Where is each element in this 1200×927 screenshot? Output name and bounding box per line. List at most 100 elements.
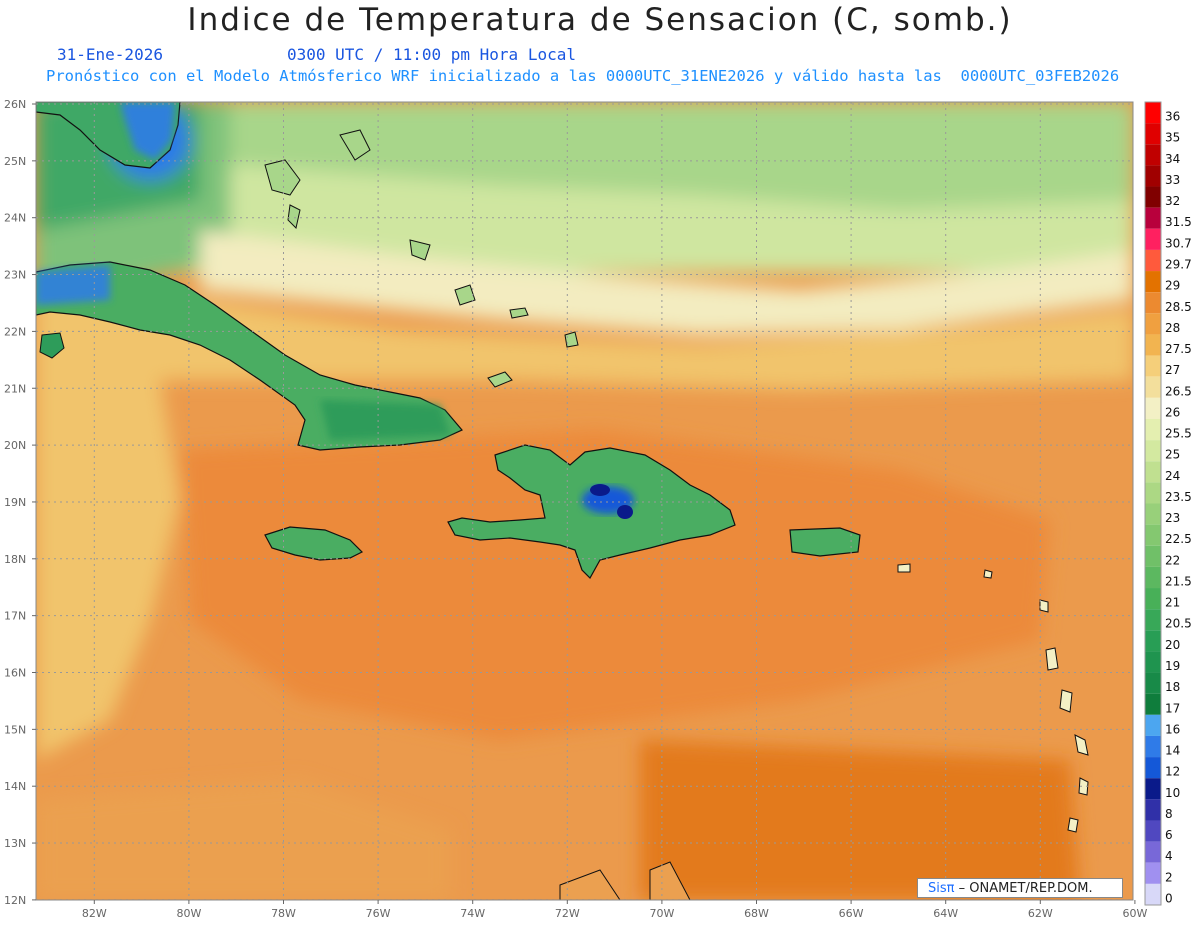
colorbar-swatch [1145,461,1161,483]
colorbar-swatch [1145,292,1161,314]
colorbar-label: 14 [1165,744,1180,758]
colorbar-swatch [1145,207,1161,229]
lat-tick-label: 12N [4,894,26,907]
colorbar-label: 22.5 [1165,532,1192,546]
colorbar-label: 23.5 [1165,490,1192,504]
lat-tick-label: 18N [4,553,26,566]
lon-tick-label: 78W [271,907,296,920]
colorbar-swatch [1145,883,1161,905]
lon-tick-label: 80W [176,907,201,920]
colorbar-label: 28 [1165,321,1180,335]
lon-tick-label: 72W [555,907,580,920]
colorbar-swatch [1145,735,1161,758]
forecast-note: Pronóstico con el Modelo Atmósferico WRF… [46,67,1120,85]
map-frame [35,101,1134,901]
lon-tick-label: 60W [1122,907,1147,920]
colorbar-label: 30.7 [1165,236,1192,250]
colorbar-swatch [1145,418,1161,441]
colorbar-swatch [1145,482,1161,504]
colorbar-swatch [1145,524,1161,546]
onamet-label: – ONAMET/REP.DOM. [954,881,1093,896]
colorbar-swatch [1145,757,1161,779]
lon-tick-label: 64W [933,907,958,920]
sispi-label: Sisπ [928,881,955,896]
colorbar-swatch [1145,651,1161,673]
forecast-date: 31-Ene-2026 [57,45,163,64]
colorbar-label: 32 [1165,194,1180,208]
colorbar-label: 17 [1165,701,1180,715]
colorbar-swatch [1145,228,1161,250]
colorbar-swatch [1145,503,1161,525]
lon-tick-label: 68W [744,907,769,920]
colorbar-swatch [1145,102,1161,124]
colorbar-label: 12 [1165,765,1180,779]
colorbar-label: 27.5 [1165,342,1192,356]
colorbar-swatch [1145,440,1161,462]
lon-tick-label: 76W [366,907,391,920]
lat-tick-label: 16N [4,667,26,680]
isla-juventud-land [39,332,65,359]
lon-tick-label: 70W [649,907,674,920]
colorbar: 363534333231.530.729.72928.52827.52726.5… [1144,101,1192,906]
colorbar-label: 31.5 [1165,215,1192,229]
colorbar-swatch [1145,588,1161,610]
colorbar-label: 21 [1165,596,1180,610]
lat-tick-label: 24N [4,212,26,225]
colorbar-swatch [1145,355,1161,377]
colorbar-label: 26 [1165,405,1180,419]
lesser-antilles-land [897,563,1089,833]
colorbar-swatch [1145,545,1161,567]
latitude-axis: 26N 25N 24N 23N 22N 21N 20N 19N 18N 17N 16N 15N 14N 1… [4,98,36,907]
colorbar-label: 29.7 [1165,257,1192,271]
colorbar-label: 33 [1165,173,1180,187]
colorbar-frame [1144,101,1162,906]
colorbar-label: 29 [1165,279,1180,293]
colorbar-label: 24 [1165,469,1180,483]
colorbar-swatch [1145,778,1161,800]
colorbar-label: 28.5 [1165,300,1192,314]
colorbar-swatch [1145,376,1161,398]
lon-tick-label: 66W [839,907,864,920]
colorbar-swatch [1145,144,1161,166]
forecast-time: 0300 UTC / 11:00 pm Hora Local [287,45,576,64]
colorbar-label: 27 [1165,363,1180,377]
lat-tick-label: 19N [4,496,26,509]
colorbar-label: 2 [1165,870,1173,884]
jamaica-land [264,526,364,561]
lat-tick-label: 26N [4,98,26,111]
colorbar-swatch [1145,165,1161,187]
colorbar-swatch [1145,820,1161,842]
lat-lon-grid [36,102,1133,900]
colorbar-swatch [1145,566,1161,589]
colorbar-swatch [1145,249,1161,272]
lat-tick-label: 22N [4,325,26,338]
lat-tick-label: 21N [4,382,26,395]
colorbar-swatch [1145,630,1161,652]
colorbar-label: 20 [1165,638,1180,652]
colorbar-swatch [1145,841,1161,863]
colorbar-label: 21.5 [1165,574,1192,588]
colorbar-swatch [1145,271,1161,293]
colorbar-label: 19 [1165,659,1180,673]
colorbar-swatch [1145,862,1161,884]
credit-box: Sisπ – ONAMET/REP.DOM. [917,878,1123,898]
colorbar-label: 22 [1165,553,1180,567]
colorbar-swatch [1145,397,1161,419]
colorbar-label: 34 [1165,152,1180,166]
colorbar-swatch [1145,313,1161,335]
colorbar-swatch [1145,334,1161,356]
colorbar-label: 23 [1165,511,1180,525]
colorbar-label: 0 [1165,891,1173,905]
bahamas-land [264,129,579,388]
colorbar-label: 6 [1165,828,1173,842]
lat-tick-label: 15N [4,723,26,736]
colorbar-label: 20.5 [1165,617,1192,631]
hispaniola-land [447,444,736,579]
longitude-axis: 82W 80W 78W 76W 74W 72W 70W 68W 66W 64W 62W 60W [82,900,1147,920]
colorbar-swatch [1145,799,1161,821]
lat-tick-label: 25N [4,155,26,168]
colorbar-label: 26.5 [1165,384,1192,398]
colorbar-swatch [1145,123,1161,145]
colorbar-label: 25.5 [1165,427,1192,441]
